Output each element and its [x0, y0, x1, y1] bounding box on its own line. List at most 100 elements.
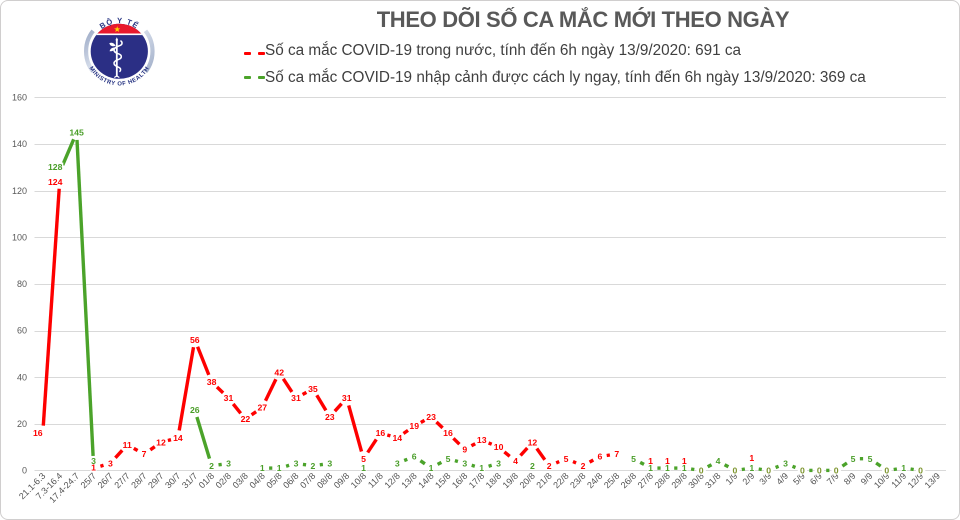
svg-text:14/8: 14/8: [416, 471, 435, 490]
svg-text:1: 1: [665, 463, 670, 473]
svg-text:6: 6: [412, 452, 417, 462]
svg-text:60: 60: [17, 326, 27, 336]
svg-text:23/8: 23/8: [568, 471, 587, 490]
svg-text:128: 128: [48, 162, 63, 172]
svg-text:56: 56: [190, 335, 200, 345]
svg-text:1: 1: [749, 463, 754, 473]
svg-text:0: 0: [699, 466, 704, 476]
svg-text:0: 0: [732, 466, 737, 476]
svg-text:16: 16: [443, 428, 453, 438]
svg-text:4: 4: [716, 456, 721, 466]
svg-text:13/8: 13/8: [399, 471, 418, 490]
svg-text:31: 31: [291, 393, 301, 403]
svg-text:0: 0: [22, 466, 27, 476]
svg-text:1: 1: [749, 453, 754, 463]
svg-text:1: 1: [682, 463, 687, 473]
svg-text:31: 31: [342, 393, 352, 403]
svg-text:20/8: 20/8: [518, 471, 537, 490]
svg-text:2: 2: [547, 461, 552, 471]
svg-text:14: 14: [173, 433, 183, 443]
svg-text:38: 38: [207, 377, 217, 387]
svg-text:07/8: 07/8: [298, 471, 317, 490]
svg-text:11/8: 11/8: [366, 471, 385, 490]
svg-text:3: 3: [108, 459, 113, 469]
svg-text:1: 1: [648, 456, 653, 466]
svg-text:145: 145: [69, 128, 84, 138]
svg-text:15/8: 15/8: [433, 471, 452, 490]
svg-text:3: 3: [294, 459, 299, 469]
svg-text:35: 35: [308, 384, 318, 394]
svg-text:30/7: 30/7: [163, 471, 182, 490]
svg-text:17/8: 17/8: [467, 471, 486, 490]
svg-text:0: 0: [817, 466, 822, 476]
svg-text:08/8: 08/8: [315, 471, 334, 490]
svg-text:3: 3: [496, 459, 501, 469]
svg-text:2: 2: [310, 461, 315, 471]
svg-text:4/9: 4/9: [774, 471, 790, 487]
svg-text:27: 27: [257, 403, 267, 413]
svg-text:27/7: 27/7: [112, 471, 131, 490]
svg-text:31/8: 31/8: [703, 471, 722, 490]
svg-text:2/9: 2/9: [740, 471, 756, 487]
svg-text:160: 160: [12, 93, 27, 103]
svg-text:12: 12: [156, 438, 166, 448]
svg-text:42: 42: [274, 368, 284, 378]
svg-text:1: 1: [665, 456, 670, 466]
svg-text:0: 0: [800, 466, 805, 476]
svg-text:16: 16: [376, 428, 386, 438]
svg-text:7: 7: [614, 449, 619, 459]
svg-text:26/8: 26/8: [619, 471, 638, 490]
svg-text:2: 2: [209, 461, 214, 471]
svg-text:19/8: 19/8: [501, 471, 520, 490]
svg-text:5: 5: [868, 454, 873, 464]
svg-text:100: 100: [12, 233, 27, 243]
svg-text:2: 2: [530, 461, 535, 471]
svg-text:22/8: 22/8: [551, 471, 570, 490]
svg-text:9: 9: [462, 445, 467, 455]
svg-text:3: 3: [226, 459, 231, 469]
svg-text:01/8: 01/8: [197, 471, 216, 490]
svg-text:31/7: 31/7: [180, 471, 199, 490]
svg-text:3: 3: [91, 456, 96, 466]
svg-text:12: 12: [528, 438, 538, 448]
svg-text:1: 1: [682, 456, 687, 466]
svg-text:1: 1: [361, 463, 366, 473]
svg-text:25/7: 25/7: [79, 471, 98, 490]
svg-text:5: 5: [631, 454, 636, 464]
svg-text:1: 1: [648, 463, 653, 473]
svg-text:120: 120: [12, 186, 27, 196]
svg-text:18/8: 18/8: [484, 471, 503, 490]
svg-text:23: 23: [325, 412, 335, 422]
svg-text:5: 5: [446, 454, 451, 464]
svg-text:5: 5: [851, 454, 856, 464]
svg-text:14: 14: [392, 433, 402, 443]
svg-text:1: 1: [479, 463, 484, 473]
svg-text:BỘ Y TẾ: BỘ Y TẾ: [98, 16, 141, 31]
svg-text:16/8: 16/8: [450, 471, 469, 490]
svg-text:04/8: 04/8: [247, 471, 266, 490]
svg-text:29/7: 29/7: [146, 471, 165, 490]
svg-text:12/8: 12/8: [382, 471, 401, 490]
svg-text:8/9: 8/9: [842, 471, 858, 487]
svg-text:0: 0: [918, 466, 923, 476]
svg-text:1: 1: [277, 463, 282, 473]
svg-text:5: 5: [564, 454, 569, 464]
svg-text:5: 5: [361, 454, 366, 464]
svg-text:0: 0: [766, 466, 771, 476]
svg-text:06/8: 06/8: [281, 471, 300, 490]
svg-text:0: 0: [884, 466, 889, 476]
svg-text:23: 23: [426, 412, 436, 422]
svg-text:05/8: 05/8: [264, 471, 283, 490]
svg-text:11: 11: [123, 440, 132, 450]
svg-text:31: 31: [224, 393, 234, 403]
svg-text:03/8: 03/8: [231, 471, 250, 490]
svg-text:21/8: 21/8: [534, 471, 553, 490]
svg-text:24/8: 24/8: [585, 471, 604, 490]
svg-text:26: 26: [190, 405, 200, 415]
svg-text:3: 3: [327, 459, 332, 469]
svg-text:10: 10: [494, 442, 504, 452]
svg-text:3: 3: [783, 459, 788, 469]
svg-text:0: 0: [834, 466, 839, 476]
svg-text:4: 4: [513, 456, 518, 466]
svg-text:09/8: 09/8: [332, 471, 351, 490]
